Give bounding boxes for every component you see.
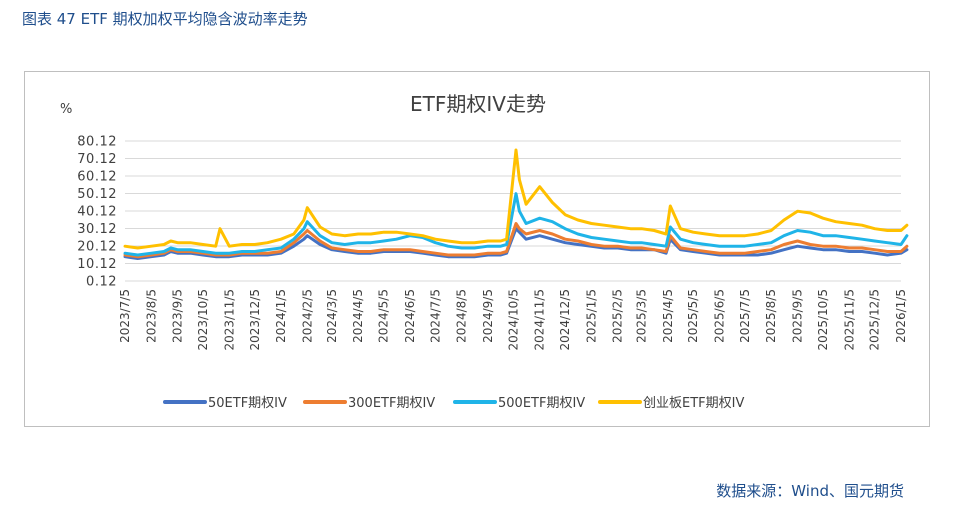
x-tick-label: 2024/8/5 bbox=[455, 289, 469, 343]
data-source-note: 数据来源：Wind、国元期货 bbox=[716, 482, 904, 500]
series-line-2 bbox=[123, 192, 909, 257]
x-tick-label: 2025/11/5 bbox=[842, 289, 856, 351]
legend-label: 创业板ETF期权IV bbox=[643, 395, 744, 411]
chart-title: ETF期权IV走势 bbox=[410, 92, 546, 116]
x-tick-label: 2025/10/5 bbox=[816, 289, 830, 351]
x-tick-label: 2025/5/5 bbox=[686, 289, 700, 343]
y-tick-label: 40.12 bbox=[77, 205, 117, 220]
x-tick-label: 2024/7/5 bbox=[428, 289, 442, 343]
chart-frame: % ETF期权IV走势 0.12 10.12 20.12 30.12 40.12 50.1… bbox=[24, 71, 930, 427]
x-tick-label: 2025/1/5 bbox=[584, 289, 598, 343]
x-tick-label: 2023/11/5 bbox=[222, 289, 236, 351]
series-line-3 bbox=[123, 148, 909, 250]
legend: 50ETF期权IV 300ETF期权IV 500ETF期权IV 创业板ETF期权IV bbox=[163, 395, 744, 411]
x-tick-label: 2025/12/5 bbox=[868, 289, 882, 351]
y-unit-label: % bbox=[60, 102, 72, 117]
legend-label: 500ETF期权IV bbox=[498, 395, 585, 411]
legend-label: 50ETF期权IV bbox=[208, 395, 287, 411]
y-tick-label: 50.12 bbox=[77, 187, 117, 202]
iv-line-chart: % ETF期权IV走势 0.12 10.12 20.12 30.12 40.12 50.1… bbox=[60, 92, 909, 411]
x-tick-label: 2024/3/5 bbox=[325, 289, 339, 343]
y-axis-ticks: 0.12 10.12 20.12 30.12 40.12 50.12 60.12 70.12 8… bbox=[77, 135, 117, 290]
x-axis-ticks: 2023/7/5 2023/8/5 2023/9/5 2023/10/5 2023/11… bbox=[118, 289, 908, 351]
x-tick-label: 2023/10/5 bbox=[196, 289, 210, 351]
y-tick-label: 60.12 bbox=[77, 170, 117, 185]
x-tick-label: 2024/10/5 bbox=[506, 289, 520, 351]
figure-caption: 图表 47 ETF 期权加权平均隐含波动率走势 bbox=[22, 10, 308, 28]
x-tick-label: 2024/2/5 bbox=[300, 289, 314, 343]
x-tick-label: 2025/3/5 bbox=[634, 289, 648, 343]
y-tick-label: 70.12 bbox=[77, 152, 117, 167]
series-lines bbox=[123, 148, 909, 260]
y-tick-label: 20.12 bbox=[77, 240, 117, 255]
x-tick-label: 2026/1/5 bbox=[894, 289, 908, 343]
series-line-1 bbox=[123, 222, 909, 259]
x-tick-label: 2023/9/5 bbox=[171, 289, 185, 343]
x-tick-label: 2024/6/5 bbox=[403, 289, 417, 343]
x-tick-label: 2025/6/5 bbox=[713, 289, 727, 343]
x-tick-label: 2024/4/5 bbox=[351, 289, 365, 343]
x-tick-label: 2025/4/5 bbox=[661, 289, 675, 343]
x-tick-label: 2023/12/5 bbox=[248, 289, 262, 351]
x-tick-label: 2025/2/5 bbox=[611, 289, 625, 343]
x-tick-label: 2024/11/5 bbox=[533, 289, 547, 351]
x-tick-label: 2025/8/5 bbox=[764, 289, 778, 343]
y-tick-label: 0.12 bbox=[86, 275, 117, 290]
y-tick-label: 30.12 bbox=[77, 222, 117, 237]
x-tick-label: 2024/9/5 bbox=[481, 289, 495, 343]
x-tick-label: 2023/7/5 bbox=[118, 289, 132, 343]
x-tick-label: 2024/12/5 bbox=[558, 289, 572, 351]
x-tick-label: 2025/7/5 bbox=[738, 289, 752, 343]
legend-label: 300ETF期权IV bbox=[348, 395, 435, 411]
y-tick-label: 10.12 bbox=[77, 257, 117, 272]
x-tick-label: 2024/1/5 bbox=[274, 289, 288, 343]
x-tick-label: 2024/5/5 bbox=[377, 289, 391, 343]
x-tick-label: 2025/9/5 bbox=[791, 289, 805, 343]
y-tick-label: 80.12 bbox=[77, 135, 117, 150]
x-tick-label: 2023/8/5 bbox=[144, 289, 158, 343]
